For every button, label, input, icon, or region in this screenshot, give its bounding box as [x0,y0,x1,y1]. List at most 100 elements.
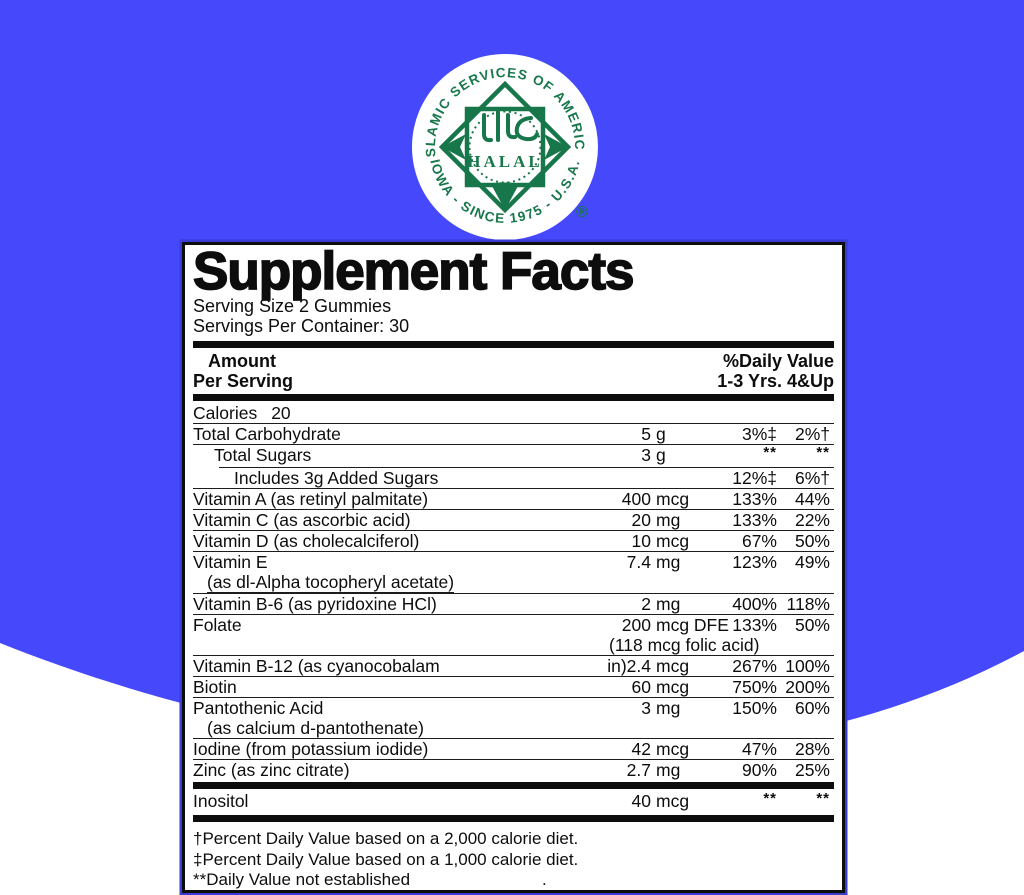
amount-unit: mg [656,510,681,530]
amount-value: 40 [631,791,651,811]
row-separator [219,467,834,468]
nutrient-name: Total Carbohydrate [193,424,341,444]
amount-unit: mcg [656,489,690,509]
row-separator [193,759,834,760]
daily-value-1-3yrs: 750% [732,677,777,697]
amount-unit: g [656,424,666,444]
daily-value-4up: ** [816,790,830,807]
facts-rows: Calories 20 Total Carbohydrate 5 g 3%‡ 2%… [193,403,834,822]
daily-value-1-3yrs: 90% [741,760,777,780]
table-row: Zinc (as zinc citrate) 2.7 mg 90% 25% [193,760,834,789]
registered-trademark: ® [576,204,588,221]
amount-value: 20 [631,510,651,530]
daily-value-1-3yrs: 400% [732,594,777,614]
daily-value-4up: 50% [794,531,830,551]
daily-value-4up: 49% [794,552,830,572]
panel-title: Supplement Facts [192,242,635,301]
amount-unit: mcg [656,791,690,811]
column-header: Amount Per Serving %Daily Value 1-3 Yrs.… [193,350,834,392]
table-row: Inositol 40 mcg ** ** [193,790,834,822]
nutrient-name: Iodine (from potassium iodide) [193,739,429,759]
nutrient-name: Vitamin B-6 (as pyridoxine HCl) [193,594,437,614]
nutrient-name-line2: (as calcium d-pantothenate) [207,718,424,738]
table-row: Iodine (from potassium iodide) 42 mcg 47… [193,739,834,760]
table-row: Vitamin C (as ascorbic acid) 20 mg 133% … [193,510,834,531]
table-row: Includes 3g Added Sugars 12%‡ 6%† [193,468,834,489]
nutrient-name-line2: (as dl-Alpha tocopheryl acetate) [207,572,455,593]
amount-unit: mcg DFE [656,615,729,635]
daily-value-4up: 25% [794,760,830,780]
daily-value-4up: 22% [794,510,830,530]
nutrient-name: Total Sugars [214,445,312,465]
amount-value: 400 [621,489,651,509]
amount-value: 7.4 [626,552,651,572]
daily-value-4up: 200% [785,677,830,697]
logo-star-emblem [438,80,572,214]
amount-value: 3 [641,698,651,718]
amount-unit: mcg [656,677,690,697]
table-row: Calories 20 [193,403,834,424]
nutrient-name: Folate [193,615,242,635]
amount-header-line2: Per Serving [193,370,294,391]
footnote: †Percent Daily Value based on a 2,000 ca… [193,829,834,850]
daily-value-1-3yrs: 267% [732,656,777,676]
amount-unit: mg [656,698,681,718]
table-row: Total Carbohydrate 5 g 3%‡ 2%† [193,424,834,445]
daily-value-4up: 2%† [794,424,830,444]
amount-value: 2 [641,594,651,614]
daily-value-header-line2: 1-3 Yrs. 4&Up [717,370,834,391]
row-separator [193,697,834,698]
table-row: Biotin 60 mcg 750% 200% [193,677,834,698]
divider-bar [193,341,834,348]
table-row: Vitamin E 7.4 mg 123% 49% (as dl-Alpha t… [193,552,834,594]
amount-value: 200 [621,615,651,635]
dotted-circle [468,110,542,184]
divider-bar [193,394,834,401]
amount-unit: mg [656,552,681,572]
amount-unit: mcg [656,531,690,551]
table-row: Vitamin A (as retinyl palmitate) 400 mcg… [193,489,834,510]
amount-unit: mcg [656,656,690,676]
nutrient-name: Zinc (as zinc citrate) [193,760,350,780]
nutrient-name: Vitamin B-12 (as cyanocobalam [193,656,440,676]
amount-value: 2.7 [626,760,651,780]
nutrient-name: Inositol [193,791,249,811]
amount-unit: g [656,445,666,465]
amount-header-line1: Amount [208,351,276,371]
daily-value-header-line1: %Daily Value [722,351,834,371]
halal-certification-logo: ISLAMIC SERVICES OF AMERICA IOWA - SINCE… [410,52,598,240]
row-separator [193,488,834,489]
daily-value-4up: 60% [794,698,830,718]
footnote: ‡Percent Daily Value based on a 1,000 ca… [193,850,834,871]
supplement-facts-panel: Supplement Facts Serving Size 2 Gummies … [182,242,845,893]
daily-value-1-3yrs: 133% [732,489,777,509]
daily-value-4up: ** [816,444,830,461]
nutrient-name: Vitamin C (as ascorbic acid) [193,510,411,530]
amount-value: 20 [271,403,291,423]
table-row: Folate 200 mcg DFE 133% 50% (118 mcg fol… [193,615,834,656]
divider-bar [193,782,834,789]
daily-value-1-3yrs: 47% [741,739,777,759]
row-separator [193,444,834,445]
daily-value-1-3yrs: 3%‡ [741,424,777,444]
daily-value-4up: 50% [794,615,830,635]
daily-value-1-3yrs: 133% [732,615,777,635]
amount-value: 3 [641,445,651,465]
daily-value-1-3yrs: 67% [741,531,777,551]
nutrient-name: Calories 20 [193,403,291,423]
footnote-text: **Daily Value not established [193,870,411,889]
daily-value-4up: 118% [786,594,830,614]
halal-arabic-icon [482,110,539,143]
servings-per-container: Servings Per Container: 30 [193,315,410,336]
daily-value-4up: 100% [785,656,830,676]
amount-unit: mg [656,594,681,614]
amount-unit: mg [656,760,681,780]
amount-value: in)2.4 [607,656,651,676]
row-separator [193,423,834,424]
table-row: Vitamin B-12 (as cyanocobalam in)2.4 mcg… [193,656,834,677]
halal-word: HALAL [467,152,542,171]
amount-value: 10 [631,531,651,551]
nutrient-name: Biotin [193,677,237,697]
table-row: Pantothenic Acid 3 mg 150% 60% (as calci… [193,698,834,739]
row-separator [193,614,834,615]
